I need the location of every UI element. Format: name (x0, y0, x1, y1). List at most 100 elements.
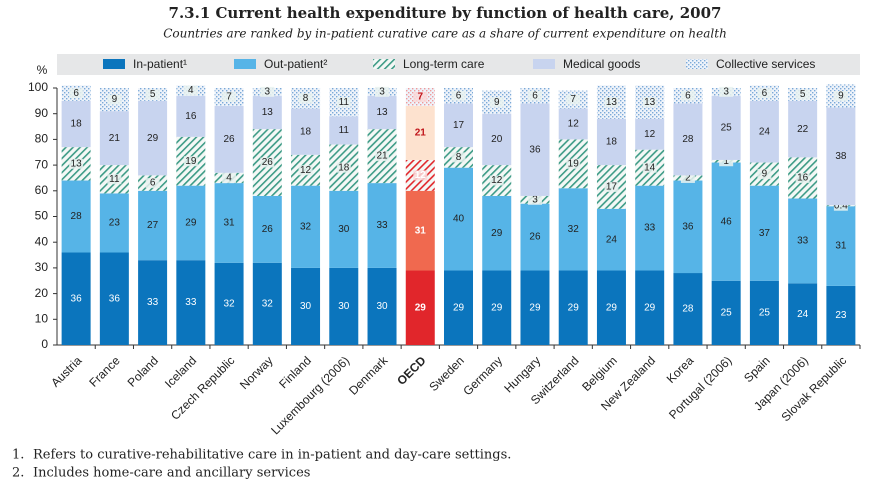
value-label: 4 (226, 173, 232, 184)
value-label: 9 (494, 97, 500, 108)
value-label: 7 (570, 94, 576, 105)
y-tick-label: 0 (41, 337, 48, 351)
value-label: 13 (262, 107, 274, 118)
bar-segment (788, 283, 818, 345)
value-label: 7 (417, 92, 423, 103)
value-label-bg (260, 86, 275, 97)
y-tick-label: 50 (35, 209, 49, 223)
value-label-bg (680, 90, 695, 101)
bar-segment (749, 280, 779, 345)
value-label-bg (566, 94, 581, 105)
legend-swatch (103, 59, 125, 69)
value-label: 22 (797, 124, 809, 135)
value-label: 17 (453, 120, 465, 131)
value-label-bg (451, 90, 466, 101)
value-label: 16 (797, 173, 809, 184)
value-label: 28 (682, 304, 694, 315)
value-label: 32 (262, 299, 274, 310)
bar-segment (214, 105, 244, 173)
bar-segment (291, 185, 321, 268)
legend-swatch (533, 59, 555, 69)
bar-segment (596, 270, 626, 345)
value-label: 29 (568, 302, 580, 313)
value-label: 30 (300, 301, 312, 312)
value-label-bg (298, 93, 313, 104)
value-label-bg (260, 157, 275, 168)
value-label: 16 (185, 111, 197, 122)
value-label: 30 (338, 301, 350, 312)
footnote-number: 2. (12, 466, 24, 481)
value-label: 1 (723, 156, 729, 167)
legend-swatch (373, 59, 395, 69)
footnote-number: 1. (12, 448, 24, 463)
value-label: 24 (606, 234, 618, 245)
value-label: 24 (797, 309, 809, 320)
value-label: 29 (491, 302, 503, 313)
value-label: 12 (300, 165, 312, 176)
y-tick-label: 70 (35, 157, 49, 171)
y-tick-label: 90 (35, 106, 49, 120)
bar-segment (252, 195, 282, 263)
y-tick-label: 10 (35, 311, 49, 325)
value-label: 2 (685, 173, 691, 184)
x-tick-label: Finland (276, 353, 314, 391)
value-label: 40 (453, 214, 465, 225)
value-label: 29 (453, 302, 465, 313)
bar-segment (711, 95, 741, 160)
value-label: 11 (339, 97, 350, 108)
value-label: 33 (185, 297, 197, 308)
value-label-bg (566, 158, 581, 169)
chart-subtitle: Countries are ranked by in-patient curat… (163, 27, 727, 41)
bar-segment (329, 267, 359, 345)
value-label-bg (413, 91, 428, 102)
value-label: 29 (147, 133, 159, 144)
bar-segment (482, 113, 512, 166)
bar-segment (711, 162, 741, 281)
value-label-bg (833, 90, 848, 101)
bar-segment (558, 188, 588, 271)
bar-segment (367, 95, 397, 130)
bar-segment (826, 206, 856, 286)
value-label: 12 (415, 170, 427, 181)
value-label: 7 (226, 92, 232, 103)
value-label: 25 (721, 122, 733, 133)
value-label-bg (719, 86, 734, 97)
value-label-bg (145, 89, 160, 100)
bar-segment (367, 267, 397, 345)
value-label: 13 (644, 97, 656, 108)
value-label-bg (489, 97, 504, 108)
value-label: 9 (112, 94, 118, 105)
value-label: 18 (300, 126, 312, 137)
value-label: 31 (835, 241, 847, 252)
x-tick-label: Germany (460, 353, 505, 398)
legend-label: Collective services (716, 57, 815, 71)
x-tick-label: Denmark (346, 353, 391, 398)
x-tick-label: Spain (741, 353, 773, 385)
value-label: 8 (456, 152, 462, 163)
value-label-bg (222, 91, 237, 102)
value-label-bg (833, 200, 848, 211)
bar-segment (749, 185, 779, 281)
value-label-bg (69, 158, 84, 169)
chart-title: 7.3.1 Current health expenditure by func… (169, 4, 722, 22)
legend-swatch (234, 59, 256, 69)
value-label-bg (604, 97, 619, 108)
bar-segment (749, 100, 779, 163)
value-label: 33 (376, 220, 388, 231)
value-label: 11 (339, 125, 350, 136)
bar-segment (673, 273, 703, 345)
bar-segment (444, 167, 473, 271)
bar-segment (826, 285, 856, 345)
bar-segment (635, 270, 665, 345)
bar-segment (176, 260, 206, 345)
value-label-bg (336, 162, 351, 173)
value-label: 13 (606, 97, 618, 108)
x-tick-label: Iceland (162, 353, 199, 390)
value-label: 32 (300, 221, 312, 232)
value-label: 0.4 (834, 200, 848, 211)
bar-segment (138, 100, 168, 176)
bar-segment (520, 203, 550, 271)
value-label: 6 (685, 90, 691, 101)
value-label: 13 (376, 107, 388, 118)
